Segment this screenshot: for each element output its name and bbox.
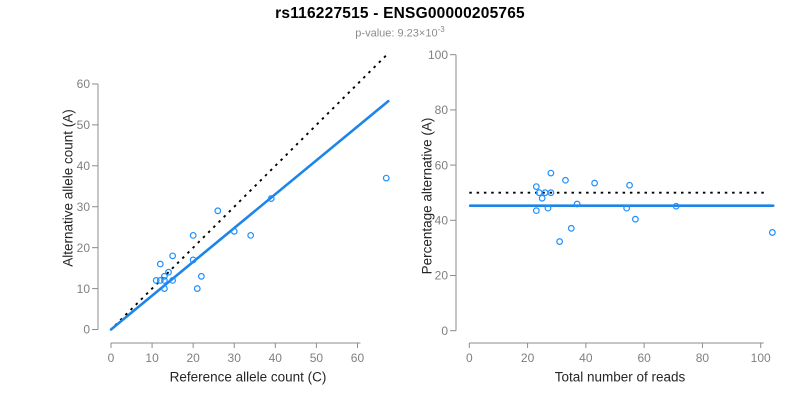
left-data-point (247, 231, 255, 239)
pvalue-exponent: -3 (437, 25, 445, 34)
right-data-point (544, 204, 552, 212)
right-data-point (562, 176, 569, 184)
right-x-tick-label: 20 (521, 351, 535, 365)
right-y-tick-label: 40 (435, 214, 449, 228)
left-data-point (165, 268, 172, 276)
chart-title: rs116227515 - ENSG00000205765 (275, 5, 525, 22)
pvalue-base: 9.23×10 (397, 27, 438, 40)
left-data-point (193, 285, 201, 292)
left-reference-dotted-line (114, 54, 387, 327)
right-data-point (623, 204, 631, 212)
right-data-point (768, 229, 776, 236)
right-data-point (591, 179, 599, 187)
right-data-point (672, 202, 680, 210)
right-x-tick-label: 0 (466, 351, 473, 365)
right-data-point (573, 200, 581, 208)
right-data-point (567, 224, 575, 232)
left-data-point (267, 195, 275, 202)
right-data-point (538, 194, 546, 202)
left-y-tick-label: 10 (77, 282, 91, 296)
left-data-point (169, 276, 177, 284)
left-y-tick-label: 50 (77, 118, 91, 132)
right-y-axis-label: Percentage alternative (A) (419, 117, 435, 275)
left-x-tick-label: 0 (108, 351, 115, 365)
left-fit-line (109, 99, 390, 331)
right-x-tick-label: 100 (751, 351, 771, 365)
pvalue-prefix: p-value: (355, 27, 398, 40)
right-y-tick-label: 80 (435, 103, 449, 117)
right-data-point (626, 181, 633, 189)
right-y-tick-label: 20 (435, 269, 449, 283)
left-data-point (152, 276, 160, 284)
chart-subtitle: p-value: 9.23×10-3 (0, 25, 800, 40)
left-y-axis-label: Alternative allele count (A) (60, 109, 76, 267)
left-data-point (189, 231, 197, 239)
right-data-point (532, 207, 540, 215)
left-data-point (189, 256, 197, 264)
left-x-tick-label: 50 (310, 351, 324, 365)
left-data-point (156, 276, 164, 284)
left-data-point (230, 227, 238, 235)
right-data-point (547, 189, 555, 197)
left-data-point (169, 252, 177, 260)
left-data-point (214, 207, 222, 215)
left-x-tick-label: 60 (351, 351, 365, 365)
right-x-tick-label: 40 (579, 351, 593, 365)
left-x-tick-label: 30 (228, 351, 242, 365)
left-y-tick-label: 20 (77, 241, 91, 255)
right-y-tick-label: 100 (428, 48, 448, 62)
left-y-tick-label: 0 (83, 323, 90, 337)
left-x-axis-label: Reference allele count (C) (169, 369, 327, 385)
left-y-tick-label: 40 (77, 159, 91, 173)
right-data-point (631, 215, 639, 223)
left-data-point (156, 260, 164, 268)
right-y-tick-label: 0 (441, 324, 448, 338)
left-data-point (161, 285, 168, 292)
left-x-tick-label: 40 (269, 351, 283, 365)
right-x-tick-label: 80 (696, 351, 710, 365)
right-y-tick-label: 60 (435, 158, 449, 172)
right-x-axis-label: Total number of reads (554, 369, 686, 385)
left-data-point (161, 272, 168, 280)
left-data-point (382, 174, 390, 182)
right-data-point (556, 238, 564, 245)
left-x-tick-label: 10 (145, 351, 159, 365)
right-data-point (532, 183, 540, 191)
right-x-tick-label: 60 (637, 351, 651, 365)
left-y-tick-label: 60 (77, 77, 91, 91)
left-data-point (161, 276, 168, 284)
left-y-tick-label: 30 (77, 200, 91, 214)
left-x-tick-label: 20 (186, 351, 200, 365)
left-data-point (197, 272, 205, 280)
right-data-point (547, 169, 555, 177)
